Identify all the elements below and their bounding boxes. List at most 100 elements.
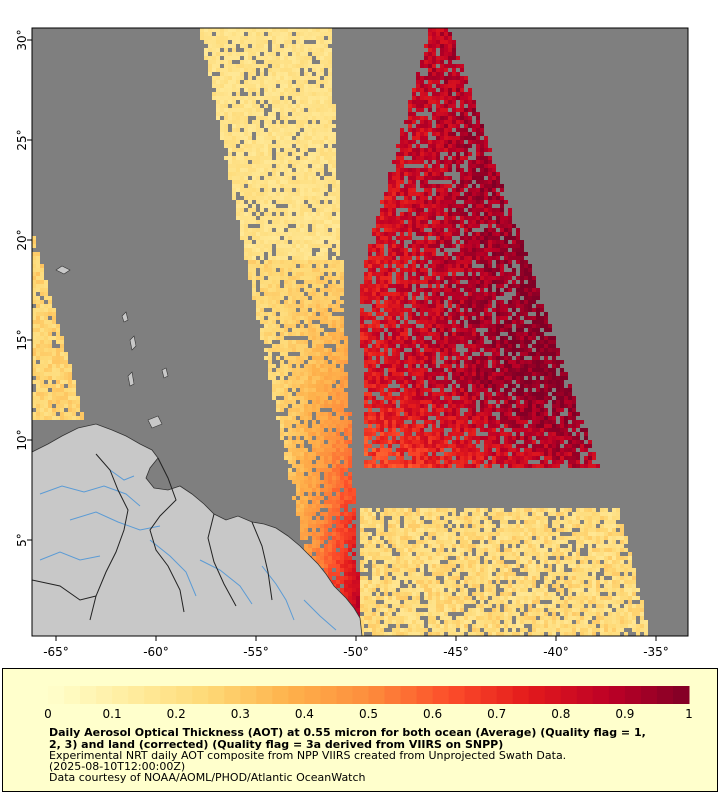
aot-cell (284, 148, 288, 152)
aot-cell (304, 68, 308, 72)
aot-cell (480, 256, 484, 260)
aot-cell (508, 272, 512, 276)
aot-cell (464, 244, 468, 248)
aot-cell (388, 412, 392, 416)
aot-cell (336, 188, 340, 192)
aot-cell (468, 252, 472, 256)
aot-cell (308, 192, 312, 196)
aot-cell (380, 320, 384, 324)
aot-cell (416, 200, 420, 204)
aot-cell (332, 164, 336, 168)
aot-cell (388, 216, 392, 220)
aot-cell (544, 336, 548, 340)
aot-cell (296, 92, 300, 96)
aot-cell (40, 336, 44, 340)
aot-cell (264, 124, 268, 128)
aot-cell (468, 108, 472, 112)
aot-cell (60, 400, 64, 404)
aot-cell (300, 224, 304, 228)
aot-cell (204, 28, 208, 32)
aot-cell (476, 324, 480, 328)
aot-cell (384, 204, 388, 208)
aot-cell (248, 132, 252, 136)
aot-cell (500, 304, 504, 308)
aot-cell (508, 208, 512, 212)
aot-cell (332, 132, 336, 136)
aot-cell (416, 204, 420, 208)
aot-cell (308, 112, 312, 116)
aot-cell (284, 324, 288, 328)
aot-cell (528, 352, 532, 356)
aot-cell (240, 204, 244, 208)
aot-cell (316, 372, 320, 376)
aot-cell (472, 308, 476, 312)
aot-cell (500, 344, 504, 348)
aot-cell (304, 148, 308, 152)
aot-cell (344, 376, 348, 380)
aot-cell (32, 340, 36, 344)
aot-cell (492, 348, 496, 352)
aot-cell (280, 376, 284, 380)
aot-cell (332, 240, 336, 244)
aot-cell (508, 288, 512, 292)
aot-cell (328, 68, 332, 72)
aot-cell (492, 396, 496, 400)
aot-cell (428, 380, 432, 384)
aot-cell (492, 324, 496, 328)
aot-cell (296, 304, 300, 308)
aot-cell (456, 400, 460, 404)
aot-cell (36, 388, 40, 392)
aot-cell (300, 172, 304, 176)
aot-cell (500, 384, 504, 388)
aot-cell (244, 172, 248, 176)
aot-cell (204, 36, 208, 40)
aot-cell (256, 300, 260, 304)
aot-cell (268, 284, 272, 288)
aot-cell (296, 368, 300, 372)
aot-cell (312, 184, 316, 188)
aot-cell (512, 364, 516, 368)
aot-cell (440, 340, 444, 344)
aot-cell (296, 232, 300, 236)
aot-cell (464, 264, 468, 268)
aot-cell (260, 144, 264, 148)
aot-cell (288, 316, 292, 320)
aot-cell (260, 312, 264, 316)
aot-cell (444, 44, 448, 48)
aot-cell (424, 124, 428, 128)
aot-cell (340, 404, 344, 408)
aot-cell (244, 80, 248, 84)
aot-cell (412, 208, 416, 212)
aot-cell (416, 388, 420, 392)
aot-cell (36, 300, 40, 304)
aot-cell (288, 56, 292, 60)
aot-cell (456, 168, 460, 172)
aot-cell (280, 100, 284, 104)
aot-cell (388, 260, 392, 264)
aot-cell (308, 316, 312, 320)
aot-cell (324, 140, 328, 144)
aot-cell (376, 340, 380, 344)
aot-cell (424, 148, 428, 152)
aot-cell (220, 60, 224, 64)
aot-cell (396, 296, 400, 300)
aot-cell (340, 328, 344, 332)
aot-cell (484, 188, 488, 192)
aot-cell (388, 220, 392, 224)
aot-cell (532, 368, 536, 372)
aot-cell (488, 240, 492, 244)
aot-cell (244, 116, 248, 120)
aot-cell (284, 300, 288, 304)
aot-cell (256, 232, 260, 236)
aot-cell (492, 388, 496, 392)
aot-cell (380, 216, 384, 220)
aot-cell (432, 208, 436, 212)
aot-cell (56, 332, 60, 336)
aot-cell (424, 240, 428, 244)
aot-cell (476, 384, 480, 388)
aot-cell (392, 216, 396, 220)
aot-cell (328, 268, 332, 272)
aot-cell (404, 328, 408, 332)
aot-cell (328, 316, 332, 320)
aot-cell (236, 184, 240, 188)
